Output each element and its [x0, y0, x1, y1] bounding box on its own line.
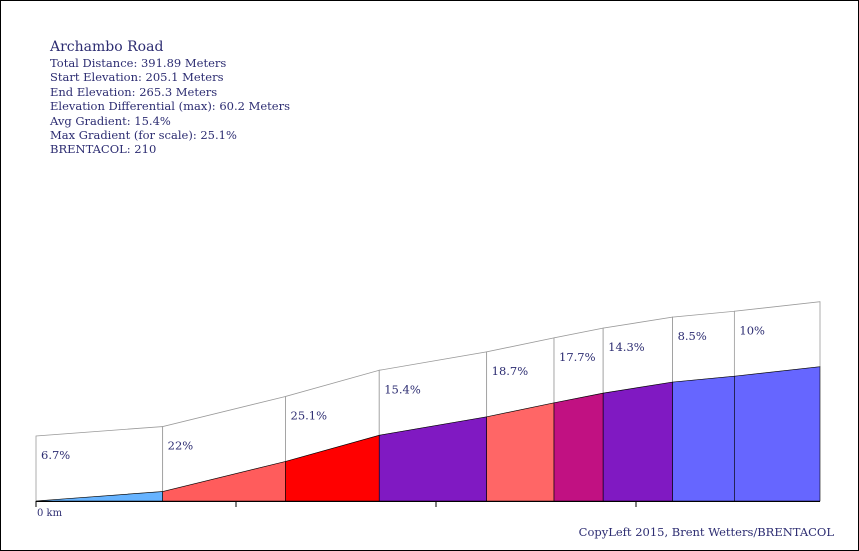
gradient-segment [486, 402, 555, 502]
brentacol-score: BRENTACOL: 210 [50, 142, 157, 157]
gradient-label: 25.1% [291, 408, 328, 422]
top-band-segment [602, 316, 673, 394]
gradient-label: 8.5% [678, 329, 707, 343]
total-distance: Total Distance: 391.89 Meters [50, 56, 227, 70]
gradient-bands [35, 366, 821, 502]
copyleft-credit: CopyLeft 2015, Brent Wetters/BRENTACOL [578, 525, 834, 539]
gradient-label: 6.7% [41, 448, 70, 462]
gradient-label: 14.3% [608, 340, 645, 354]
top-band-segment [733, 301, 821, 377]
gradient-segment [734, 366, 821, 502]
gradient-label: 10% [739, 323, 765, 337]
gradient-label: 22% [168, 439, 194, 453]
max-gradient: Max Gradient (for scale): 25.1% [50, 128, 237, 143]
gradient-segment [672, 375, 735, 502]
gradient-label: 18.7% [492, 364, 529, 378]
gradient-label: 15.4% [384, 382, 421, 396]
gradient-label: 17.7% [559, 350, 596, 364]
gradient-segment [602, 381, 673, 502]
route-info: Archambo Road Total Distance: 391.89 Met… [50, 39, 290, 157]
top-band-segment [672, 310, 735, 383]
top-band-segment [553, 327, 604, 404]
x-tick-label: 0 km [37, 508, 63, 519]
elevation-differential: Elevation Differential (max): 60.2 Meter… [50, 99, 291, 114]
gradient-labels: 6.7% 22% 25.1% 15.4% 18.7% 17.7% 14.3% 8.5% 10% [41, 323, 765, 462]
end-elevation: End Elevation: 265.3 Meters [50, 84, 218, 99]
route-title: Archambo Road [50, 39, 164, 55]
start-elevation: Start Elevation: 205.1 Meters [50, 70, 224, 85]
gradient-segment [553, 392, 604, 502]
top-band-segment [35, 426, 164, 502]
avg-gradient: Avg Gradient: 15.4% [50, 113, 171, 128]
